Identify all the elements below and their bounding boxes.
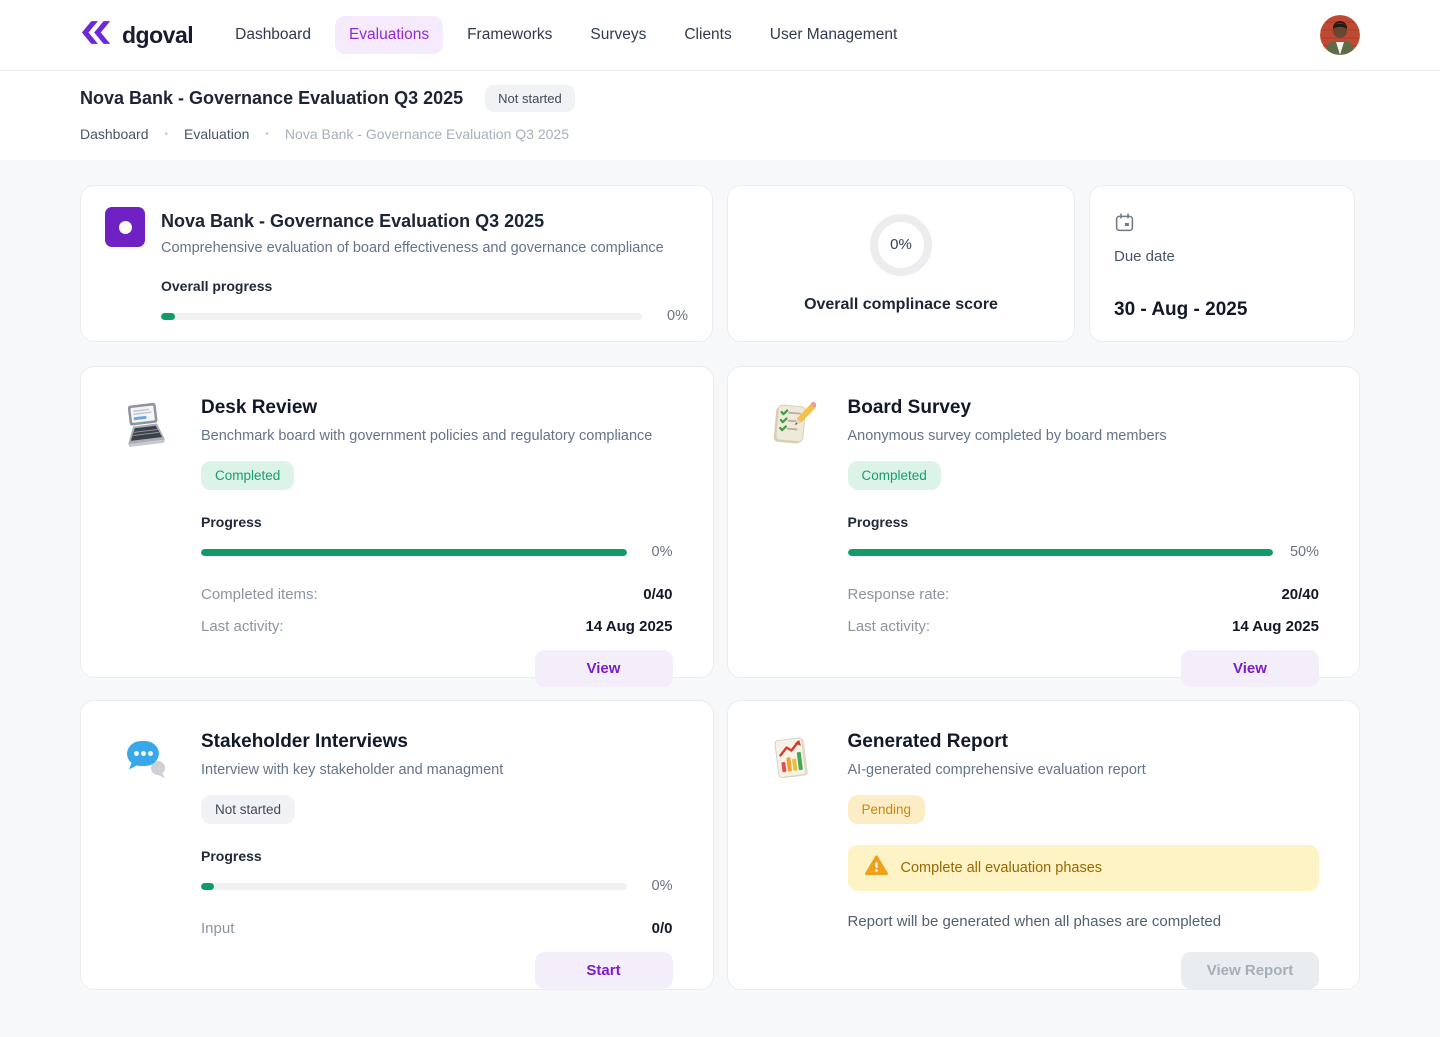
top-navigation: dgoval Dashboard Evaluations Frameworks … bbox=[0, 0, 1440, 71]
board-survey-card: Board Survey Anonymous survey completed … bbox=[726, 366, 1360, 687]
phase-description: Anonymous survey completed by board memb… bbox=[847, 428, 1167, 444]
stakeholder-interviews-start-button[interactable]: Start bbox=[534, 952, 673, 989]
breadcrumb-evaluation[interactable]: Evaluation bbox=[184, 126, 250, 142]
due-date-label: Due date bbox=[1114, 248, 1175, 265]
phase-progress-bar bbox=[847, 548, 1273, 556]
phase-description: AI-generated comprehensive evaluation re… bbox=[847, 762, 1146, 778]
detail-row-last-activity: Last activity: 14 Aug 2025 bbox=[847, 618, 1320, 635]
page-title: Nova Bank - Governance Evaluation Q3 202… bbox=[80, 88, 464, 108]
stakeholder-interviews-card: Stakeholder Interviews Interview with ke… bbox=[80, 700, 714, 990]
nav-item-user-management[interactable]: User Management bbox=[769, 26, 898, 43]
phase-status-badge: Pending bbox=[847, 795, 926, 824]
phase-title: Desk Review bbox=[201, 397, 318, 418]
phase-status-badge: Not started bbox=[201, 795, 296, 824]
board-survey-view-button[interactable]: View bbox=[1181, 650, 1319, 687]
detail-row-input: Input 0/0 bbox=[201, 920, 673, 937]
nav-item-surveys[interactable]: Surveys bbox=[590, 26, 647, 43]
breadcrumb-separator: • bbox=[265, 128, 269, 140]
main-nav: Dashboard Evaluations Frameworks Surveys… bbox=[221, 16, 911, 54]
phase-status-badge: Completed bbox=[847, 461, 941, 490]
phase-description: Interview with key stakeholder and manag… bbox=[201, 762, 504, 778]
brand-chevrons-icon bbox=[80, 19, 114, 51]
phase-progress-bar bbox=[201, 548, 627, 556]
detail-row-response-rate: Response rate: 20/40 bbox=[847, 586, 1320, 603]
breadcrumb-current: Nova Bank - Governance Evaluation Q3 202… bbox=[284, 126, 569, 142]
warning-text: Complete all evaluation phases bbox=[900, 860, 1103, 876]
report-note: Report will be generated when all phases… bbox=[847, 913, 1222, 930]
compliance-score-card: 0% Overall complinace score bbox=[727, 185, 1075, 342]
phase-progress-bar bbox=[201, 882, 627, 890]
phase-title: Board Survey bbox=[847, 397, 972, 418]
summary-description: Comprehensive evaluation of board effect… bbox=[161, 240, 664, 256]
nav-item-evaluations[interactable]: Evaluations bbox=[334, 16, 444, 54]
overall-progress-bar bbox=[161, 312, 642, 320]
overall-progress-label: Overall progress bbox=[161, 278, 273, 294]
breadcrumb-dashboard[interactable]: Dashboard bbox=[80, 126, 149, 142]
brand-name: dgoval bbox=[122, 21, 194, 48]
evaluation-icon bbox=[105, 207, 145, 247]
detail-row-completed-items: Completed items: 0/40 bbox=[201, 586, 673, 603]
compliance-value: 0% bbox=[890, 236, 912, 253]
report-chart-icon bbox=[768, 735, 816, 783]
laptop-icon bbox=[121, 401, 169, 449]
compliance-caption: Overall complinace score bbox=[804, 295, 998, 313]
phase-progress-label: Progress bbox=[201, 514, 262, 530]
due-date-card: Due date 30 - Aug - 2025 bbox=[1089, 185, 1355, 342]
compliance-ring: 0% bbox=[870, 213, 932, 276]
phase-status-badge: Completed bbox=[201, 461, 295, 490]
overall-progress-percent: 0% bbox=[667, 308, 688, 324]
calendar-icon bbox=[1114, 213, 1135, 237]
desk-review-card: Desk Review Benchmark board with governm… bbox=[80, 366, 714, 687]
checklist-icon bbox=[768, 401, 817, 449]
phase-progress-percent: 0% bbox=[651, 878, 673, 894]
phase-title: Generated Report bbox=[847, 731, 1008, 752]
evaluation-summary-card: Nova Bank - Governance Evaluation Q3 202… bbox=[80, 185, 713, 342]
warning-icon bbox=[864, 855, 888, 881]
view-report-button[interactable]: View Report bbox=[1181, 952, 1319, 989]
warning-banner: Complete all evaluation phases bbox=[847, 845, 1319, 891]
nav-item-clients[interactable]: Clients bbox=[684, 26, 732, 43]
phase-progress-percent: 50% bbox=[1289, 544, 1319, 560]
page-header: Nova Bank - Governance Evaluation Q3 202… bbox=[0, 71, 1440, 160]
phase-title: Stakeholder Interviews bbox=[201, 731, 408, 752]
brand-logo[interactable]: dgoval bbox=[80, 19, 194, 51]
desk-review-view-button[interactable]: View bbox=[534, 650, 673, 687]
phase-progress-label: Progress bbox=[847, 514, 909, 530]
status-badge: Not started bbox=[485, 85, 575, 112]
chat-bubble-icon bbox=[121, 735, 169, 783]
due-date-value: 30 - Aug - 2025 bbox=[1114, 299, 1248, 320]
main-content: Nova Bank - Governance Evaluation Q3 202… bbox=[0, 160, 1440, 1037]
nav-item-dashboard[interactable]: Dashboard bbox=[235, 26, 311, 43]
breadcrumb-separator: • bbox=[164, 128, 169, 140]
breadcrumb: Dashboard • Evaluation • Nova Bank - Gov… bbox=[80, 126, 1360, 142]
generated-report-card: Generated Report AI-generated comprehens… bbox=[726, 700, 1360, 990]
summary-title: Nova Bank - Governance Evaluation Q3 202… bbox=[161, 211, 545, 231]
phase-progress-percent: 0% bbox=[651, 544, 673, 560]
phase-description: Benchmark board with government policies… bbox=[201, 428, 653, 444]
nav-item-frameworks[interactable]: Frameworks bbox=[467, 26, 553, 43]
phase-progress-label: Progress bbox=[201, 848, 262, 864]
detail-row-last-activity: Last activity: 14 Aug 2025 bbox=[201, 618, 673, 635]
user-avatar[interactable] bbox=[1320, 15, 1360, 55]
